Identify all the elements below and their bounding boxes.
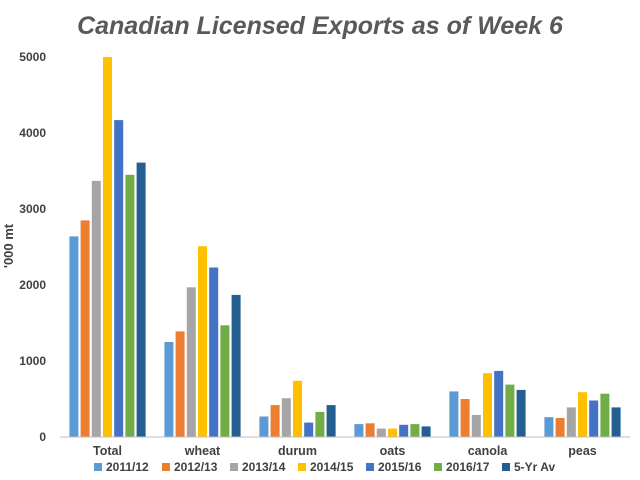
legend-label: 5-Yr Av	[514, 460, 555, 474]
bar-durum-2014-15	[293, 380, 302, 437]
bar-durum-5-yr-av	[326, 405, 336, 437]
y-tick-label: 5000	[19, 50, 46, 64]
bar-oats-2012-13	[365, 423, 375, 437]
plot-area	[69, 57, 621, 438]
bar-total-2016-17	[125, 174, 135, 438]
x-tick-label: wheat	[184, 444, 221, 458]
bar-durum-2015-16	[304, 422, 314, 437]
legend-swatch	[230, 463, 238, 471]
bar-canola-2012-13	[460, 399, 470, 437]
bar-oats-2013-14	[376, 428, 386, 437]
bar-durum-2016-17	[315, 411, 325, 437]
bar-peas-2011-12	[544, 417, 554, 437]
x-tick-label: peas	[568, 444, 597, 458]
bar-oats-2011-12	[354, 424, 364, 437]
legend-swatch	[162, 463, 170, 471]
bar-wheat-2013-14	[186, 287, 196, 437]
legend-label: 2015/16	[378, 460, 422, 474]
y-tick-label: 1000	[19, 354, 46, 368]
y-tick-label: 2000	[19, 278, 46, 292]
x-tick-label: durum	[278, 444, 317, 458]
legend-label: 2016/17	[446, 460, 490, 474]
y-tick-label: 3000	[19, 202, 46, 216]
legend-swatch	[298, 463, 306, 471]
y-tick-label: 4000	[19, 126, 46, 140]
y-axis-title: '000 mt	[1, 223, 16, 268]
bar-durum-2012-13	[270, 405, 280, 437]
bar-wheat-2015-16	[209, 267, 219, 437]
x-axis-labels: Total wheat durum oats canola peas	[93, 444, 597, 458]
legend-label: 2013/14	[242, 460, 286, 474]
legend-label: 2014/15	[310, 460, 354, 474]
legend-swatch	[434, 463, 442, 471]
legend-label: 2011/12	[106, 460, 149, 474]
bar-canola-2016-17	[505, 384, 515, 437]
bar-total-2012-13	[80, 220, 90, 437]
bar-wheat-5-yr-av	[231, 294, 241, 437]
bar-durum-2011-12	[259, 416, 269, 437]
bar-wheat-2012-13	[175, 331, 185, 437]
bar-total-5-yr-av	[136, 162, 146, 437]
bar-total-2013-14	[91, 180, 101, 437]
x-tick-label: canola	[468, 444, 509, 458]
x-tick-label: oats	[380, 444, 406, 458]
bar-total-2014-15	[103, 57, 112, 437]
bar-wheat-2016-17	[220, 325, 230, 437]
bar-oats-2016-17	[410, 424, 420, 437]
bar-peas-2016-17	[600, 393, 610, 437]
bar-peas-2014-15	[578, 392, 587, 437]
legend-label: 2012/13	[174, 460, 218, 474]
bar-peas-5-yr-av	[611, 407, 621, 437]
bar-canola-2013-14	[471, 415, 481, 437]
bar-oats-2015-16	[399, 424, 409, 437]
bar-total-2015-16	[114, 120, 124, 437]
bar-canola-2011-12	[449, 391, 459, 437]
bar-canola-2014-15	[483, 373, 492, 437]
bar-durum-2013-14	[281, 398, 291, 437]
bar-total-2011-12	[69, 236, 79, 437]
legend-swatch	[366, 463, 374, 471]
chart-title: Canadian Licensed Exports as of Week 6	[77, 12, 564, 40]
y-tick-label: 0	[39, 430, 46, 444]
bar-canola-2015-16	[494, 370, 504, 437]
legend-swatch	[94, 463, 102, 471]
bar-oats-5-yr-av	[421, 426, 431, 437]
bar-peas-2012-13	[555, 418, 565, 437]
bar-peas-2013-14	[566, 407, 576, 437]
legend: 2011/12 2012/13 2013/14 2014/15 2015/16 2016/…	[94, 460, 555, 474]
x-tick-label: Total	[93, 444, 122, 458]
bar-wheat-2014-15	[198, 246, 207, 437]
bar-peas-2015-16	[589, 400, 599, 437]
bar-wheat-2011-12	[164, 342, 174, 437]
bar-oats-2014-15	[388, 428, 397, 437]
y-axis-ticks: 0 1000 2000 3000 4000 5000	[19, 50, 46, 444]
bar-canola-5-yr-av	[516, 389, 526, 437]
legend-swatch	[502, 463, 510, 471]
